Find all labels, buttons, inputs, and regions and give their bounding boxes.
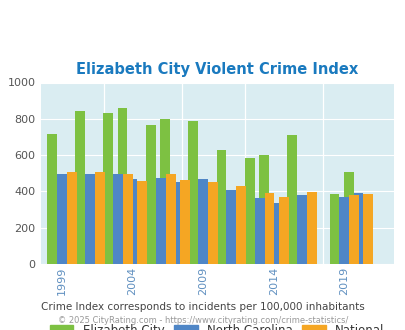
- Bar: [343, 172, 353, 264]
- Bar: [113, 174, 123, 264]
- Bar: [145, 125, 156, 264]
- Bar: [165, 174, 175, 264]
- Bar: [103, 114, 113, 264]
- Bar: [137, 181, 147, 264]
- Bar: [198, 179, 207, 264]
- Legend: Elizabeth City, North Carolina, National: Elizabeth City, North Carolina, National: [50, 324, 384, 330]
- Bar: [348, 195, 358, 264]
- Bar: [268, 203, 278, 264]
- Bar: [278, 197, 288, 264]
- Bar: [66, 172, 77, 264]
- Bar: [296, 195, 306, 264]
- Bar: [169, 182, 179, 264]
- Bar: [95, 172, 104, 264]
- Text: © 2025 CityRating.com - https://www.cityrating.com/crime-statistics/: © 2025 CityRating.com - https://www.city…: [58, 316, 347, 325]
- Title: Elizabeth City Violent Crime Index: Elizabeth City Violent Crime Index: [76, 62, 358, 77]
- Bar: [264, 193, 274, 264]
- Bar: [362, 194, 373, 264]
- Bar: [226, 190, 236, 264]
- Bar: [117, 108, 127, 264]
- Bar: [127, 179, 137, 264]
- Bar: [306, 192, 316, 264]
- Bar: [123, 174, 133, 264]
- Bar: [236, 186, 245, 264]
- Bar: [254, 198, 264, 264]
- Text: Crime Index corresponds to incidents per 100,000 inhabitants: Crime Index corresponds to incidents per…: [41, 302, 364, 312]
- Bar: [353, 193, 362, 264]
- Bar: [329, 194, 339, 264]
- Bar: [188, 121, 198, 264]
- Bar: [85, 174, 95, 264]
- Bar: [156, 178, 165, 264]
- Bar: [207, 182, 217, 264]
- Bar: [286, 135, 296, 264]
- Bar: [244, 158, 254, 264]
- Bar: [57, 174, 66, 264]
- Bar: [47, 134, 57, 264]
- Bar: [216, 150, 226, 264]
- Bar: [179, 180, 189, 264]
- Bar: [160, 119, 169, 264]
- Bar: [75, 111, 85, 264]
- Bar: [339, 197, 348, 264]
- Bar: [258, 155, 268, 264]
